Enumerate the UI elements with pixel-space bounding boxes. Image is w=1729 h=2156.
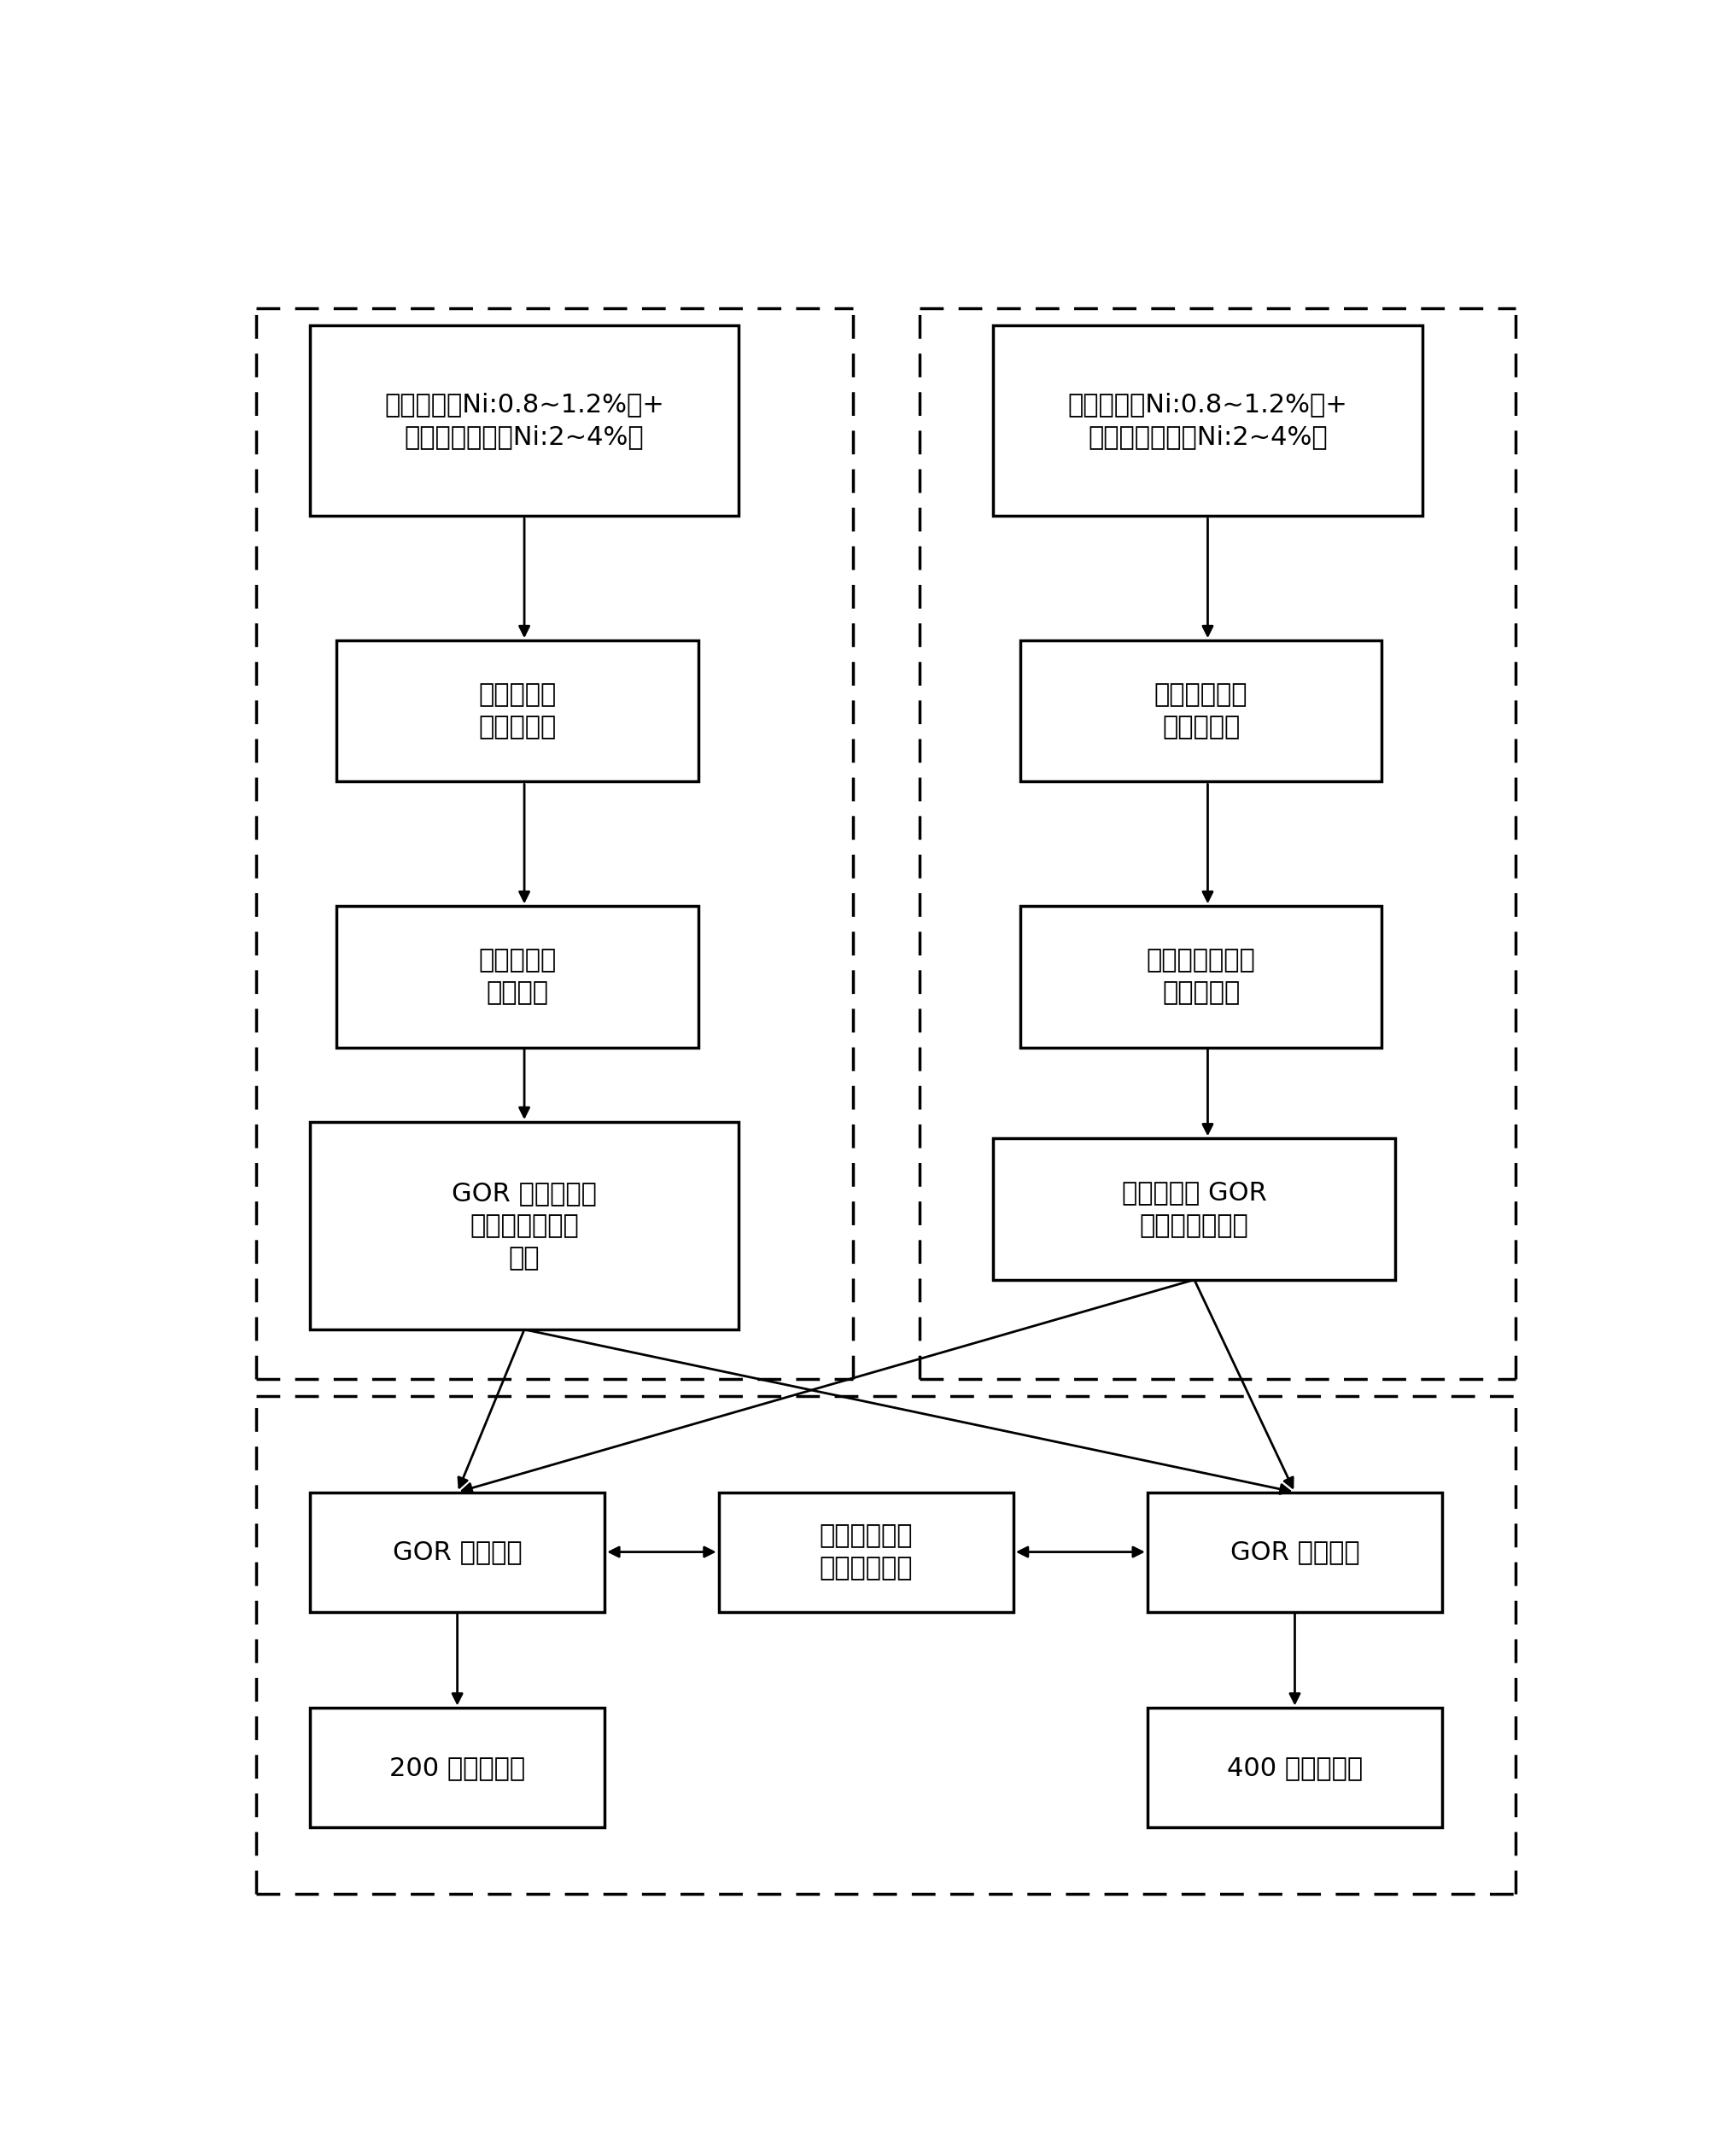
- FancyBboxPatch shape: [337, 906, 699, 1048]
- Text: 经酸、碱性 GOR
转炉脱硅、脱磷: 经酸、碱性 GOR 转炉脱硅、脱磷: [1122, 1181, 1267, 1238]
- Text: 经回转窑还原
焙烧成镰渣: 经回转窑还原 焙烧成镰渣: [1155, 683, 1248, 740]
- Text: 经矿热炉燔炼成
粗制镰铁水: 经矿热炉燔炼成 粗制镰铁水: [1146, 949, 1255, 1005]
- Text: GOR 转炉冶炼: GOR 转炉冶炼: [1229, 1539, 1359, 1565]
- Text: 红土镰矿（Ni:0.8~1.2%）+
富集氧化镰矿（Ni:2~4%）: 红土镰矿（Ni:0.8~1.2%）+ 富集氧化镰矿（Ni:2~4%）: [384, 392, 664, 448]
- FancyBboxPatch shape: [309, 1121, 738, 1330]
- Text: 400 系列不锈锂: 400 系列不锈锂: [1228, 1755, 1362, 1781]
- Text: GOR 转炉脱硅、
脱磷制成不锈锂
母液: GOR 转炉脱硅、 脱磷制成不锈锂 母液: [451, 1181, 597, 1270]
- Text: 经结烧机烧
结成烧结矿: 经结烧机烧 结成烧结矿: [479, 683, 557, 740]
- FancyBboxPatch shape: [1148, 1492, 1442, 1613]
- FancyBboxPatch shape: [1148, 1708, 1442, 1828]
- FancyBboxPatch shape: [309, 1708, 605, 1828]
- FancyBboxPatch shape: [337, 640, 699, 783]
- FancyBboxPatch shape: [1020, 640, 1381, 783]
- Text: 经中频炉燔化
高碳鉑铁水水: 经中频炉燔化 高碳鉑铁水水: [820, 1524, 913, 1580]
- FancyBboxPatch shape: [309, 1492, 605, 1613]
- Text: GOR 转炉冶炼: GOR 转炉冶炼: [392, 1539, 522, 1565]
- FancyBboxPatch shape: [992, 326, 1421, 515]
- Text: 200 系列不锈锂: 200 系列不锈锂: [389, 1755, 526, 1781]
- FancyBboxPatch shape: [992, 1138, 1395, 1281]
- Text: 经高炉冶炼
鉑镰铁水: 经高炉冶炼 鉑镰铁水: [479, 949, 557, 1005]
- FancyBboxPatch shape: [309, 326, 738, 515]
- Text: 红土镰矿（Ni:0.8~1.2%）+
富集氧化镰矿（Ni:2~4%）: 红土镰矿（Ni:0.8~1.2%）+ 富集氧化镰矿（Ni:2~4%）: [1069, 392, 1347, 448]
- FancyBboxPatch shape: [719, 1492, 1013, 1613]
- FancyBboxPatch shape: [1020, 906, 1381, 1048]
